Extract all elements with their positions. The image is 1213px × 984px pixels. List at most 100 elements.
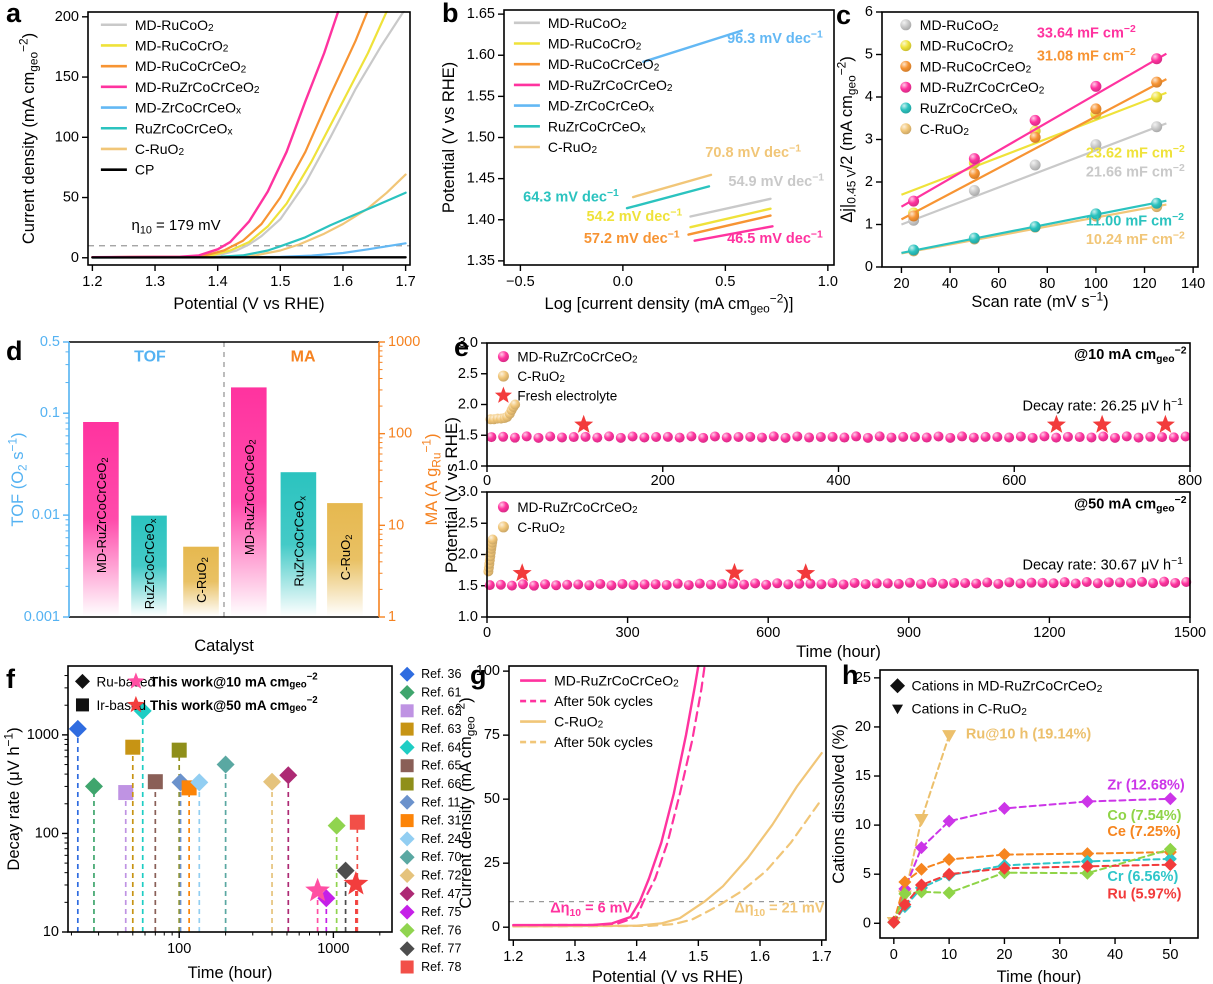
- legend-label: CP: [135, 162, 154, 178]
- annotation: Co (7.54%): [1107, 808, 1181, 824]
- series-ref47: [279, 766, 298, 932]
- y-tick-label: 1.45: [467, 171, 495, 187]
- x-tick-label: 1.5: [688, 949, 708, 965]
- y-tick-label: 1: [865, 217, 873, 233]
- legend-label: After 50k cycles: [554, 693, 653, 709]
- x-tick-label: 200: [651, 473, 675, 489]
- legend-label: MD-ZrCoCrCeOx: [548, 98, 654, 115]
- panel-f: f 100 1000 10 100 1000 Time (hour) Decay rate …: [0, 660, 461, 984]
- y-tick-label: 0: [71, 250, 79, 266]
- axes-d: 0.001 0.01 0.1 0.5 1 10 100 1000: [24, 334, 421, 625]
- legend-label: Ref. 64: [421, 740, 461, 754]
- bar-5: [327, 503, 363, 617]
- legend-label: Ref. 66: [421, 777, 461, 791]
- y-tick-label: 4: [865, 89, 873, 105]
- y-tick-label: 6: [865, 4, 873, 20]
- annotation: 70.8 mV dec−1: [705, 143, 801, 161]
- y-axis-label: Δj|0.45 V/2 (mA cmgeo−2): [835, 56, 859, 223]
- x-tick-label: 100: [1084, 276, 1108, 292]
- legend-label: Ref. 63: [421, 722, 461, 736]
- legend-label: MD-RuCoCrO2: [135, 37, 229, 54]
- annotation: 33.64 mF cm−2: [1037, 24, 1136, 42]
- y-tick-label: 200: [55, 9, 79, 25]
- annotation: Decay rate: 26.25 μV h−1: [1023, 397, 1184, 415]
- panel-label-c: c: [836, 0, 852, 30]
- x-tick-label: 0: [890, 947, 898, 963]
- legend-label: MD-RuZrCoCrCeO2: [554, 673, 679, 690]
- y-tick-label: 1.0: [458, 609, 478, 625]
- axes-b: −0.5 0.0 0.5 1.0 1.35 1.40 1.45 1.50 1.55 1.60 1.6…: [467, 6, 838, 290]
- chart-c-cdl: 20 40 60 80 100 120 140 0 1 2 3 4 5 6 Scan rate (mV s−…: [835, 4, 1206, 311]
- x-tick-label: 50: [1162, 947, 1178, 963]
- series-ref66: [171, 742, 187, 932]
- series-Ru-C-RuO2: [886, 730, 957, 930]
- x-tick-label: 1.7: [812, 949, 832, 965]
- legend-label: Ref. 36: [421, 667, 461, 681]
- panel-label-a: a: [6, 0, 22, 28]
- x-tick-label: 1.3: [565, 949, 585, 965]
- panel-label-g: g: [470, 660, 487, 690]
- x-tick-label: 0.5: [715, 274, 735, 290]
- legend-e2-0: MD-RuZrCoCrCeO2 C-RuO2: [497, 499, 638, 535]
- annotation: @10 mA cmgeo−2: [1074, 345, 1187, 365]
- series-ref36: [68, 719, 87, 932]
- legend-label: MD-RuCoCrO2: [920, 38, 1014, 55]
- y-tick-label: 2.0: [458, 397, 478, 413]
- y-tick-label: 50: [484, 791, 500, 807]
- x-axis-label: Catalyst: [194, 637, 254, 655]
- series-Ru: [887, 858, 1177, 929]
- annotation: Ru@10 h (19.14%): [966, 726, 1092, 742]
- annotation: 64.3 mV dec−1: [523, 188, 619, 206]
- annotation: 23.62 mF cm−2: [1086, 144, 1185, 162]
- legend-label: Ref. 62: [421, 704, 461, 718]
- y-tick-label: 10: [43, 924, 59, 940]
- legend-label: Ref. 70: [421, 850, 461, 864]
- legend-label: Ref. 77: [421, 942, 461, 956]
- x-tick-label: 10: [941, 947, 957, 963]
- y-tick-label: 5: [863, 866, 871, 882]
- x-tick-label: 900: [897, 625, 921, 641]
- annotation: Δη10 = 21 mV: [734, 901, 824, 919]
- x-axis-label: Potential (V vs RHE): [592, 968, 743, 984]
- legend-label: C-RuO2: [517, 369, 564, 385]
- series-ref24: [190, 773, 209, 932]
- x-tick-label: 600: [756, 625, 780, 641]
- legend-e1-0: MD-RuZrCoCrCeO2 C-RuO2 Fresh electrolyte: [494, 349, 638, 403]
- bar-label: C-RuO2: [337, 535, 353, 581]
- series-MD-RuZrCoCrCeO2: [91, 11, 340, 259]
- legend-b-0: MD-RuCoO2 MD-RuCoCrO2 MD-RuCoCrCeO2 MD-RuZr…: [513, 15, 673, 156]
- panel-c: c 20 40 60 80 100 120 140 0 1 2 3 4 5 6 Scan rate (mV …: [834, 0, 1213, 330]
- y-tick-label: 0: [863, 915, 871, 931]
- x-tick-label: 800: [1178, 473, 1202, 489]
- y-tick-label: 100: [35, 825, 59, 841]
- series-C-RuO2: [631, 173, 713, 199]
- legend-label: MD-RuCoO2: [548, 15, 627, 32]
- series-ref70: [216, 755, 235, 932]
- legend-f-1: This work@10 mA cmgeo−2 This work@50 mA c…: [127, 671, 318, 713]
- series-MD-RuZrCoCrCeO2: [693, 225, 774, 242]
- legend-label: Cations in C-RuO2: [912, 701, 1028, 718]
- series-this-work-50: [343, 871, 369, 932]
- legend-label: Ref. 24: [421, 832, 461, 846]
- x-tick-label: 600: [1002, 473, 1026, 489]
- y-tick-label: 1.5: [458, 427, 478, 443]
- annotation: 54.9 mV dec−1: [728, 172, 824, 190]
- chart-d-tof-ma-bars: 0.001 0.01 0.1 0.5 1 10 100 1000 MD-RuZrCoCrCeO2…: [6, 334, 444, 655]
- legend-c-0: MD-RuCoO2 MD-RuCoCrO2 MD-RuCoCrCeO2 MD-RuZr…: [900, 17, 1045, 137]
- y-axis-label: TOF (O2 s−1): [6, 432, 30, 526]
- y-tick-label: 3.0: [458, 484, 478, 500]
- x-tick-label: 40: [942, 276, 958, 292]
- legend-label: Fresh electrolyte: [517, 388, 617, 403]
- x-tick-label: 1.6: [333, 274, 353, 290]
- x-tick-label: 1000: [317, 941, 349, 957]
- legend-label: MD-RuZrCoCrCeO2: [920, 79, 1045, 96]
- y-tick-label: 1.5: [458, 578, 478, 594]
- x-tick-label: 0: [483, 625, 491, 641]
- axes-a: 1.2 1.3 1.4 1.5 1.6 1.7 0 50 100 150 200: [55, 9, 416, 290]
- y2-tick-label: 100: [388, 426, 412, 442]
- x-tick-label: 80: [1039, 276, 1055, 292]
- annotation: 54.2 mV dec−1: [587, 207, 683, 225]
- y-axis-label: Cations dissolved (%): [830, 724, 848, 884]
- legend-label: MD-RuZrCoCrCeO2: [517, 349, 637, 365]
- panel-label-d: d: [6, 336, 23, 366]
